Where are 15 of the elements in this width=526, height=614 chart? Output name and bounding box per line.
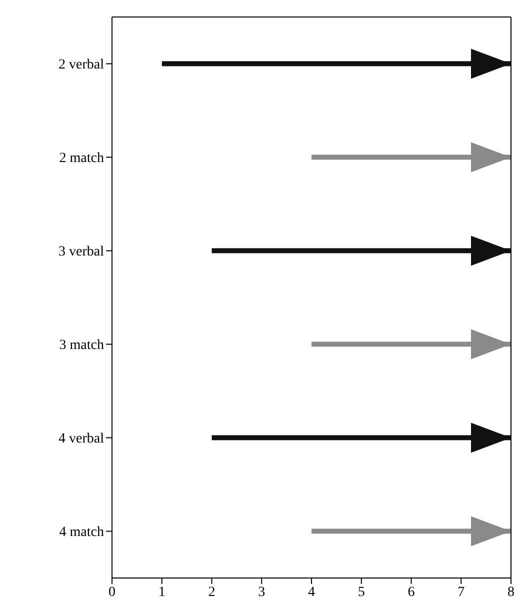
x-tick-label: 1 (158, 584, 166, 600)
x-tick-label: 4 (308, 584, 315, 600)
x-tick-label: 6 (408, 584, 415, 600)
y-tick-label: 2 verbal (58, 58, 104, 73)
y-tick-label: 4 match (59, 525, 104, 540)
x-tick-label: 3 (258, 584, 266, 600)
x-tick-label: 2 (208, 584, 216, 600)
x-tick-label: 8 (508, 584, 514, 600)
x-tick-label: 7 (458, 584, 465, 600)
x-tick-label: 5 (358, 584, 365, 600)
y-tick-label: 3 match (59, 338, 104, 354)
x-tick-label: 0 (108, 584, 116, 600)
y-tick-label: 4 verbal (58, 432, 104, 447)
y-tick-label: 2 match (59, 151, 104, 166)
y-tick-label: 3 verbal (58, 244, 104, 260)
